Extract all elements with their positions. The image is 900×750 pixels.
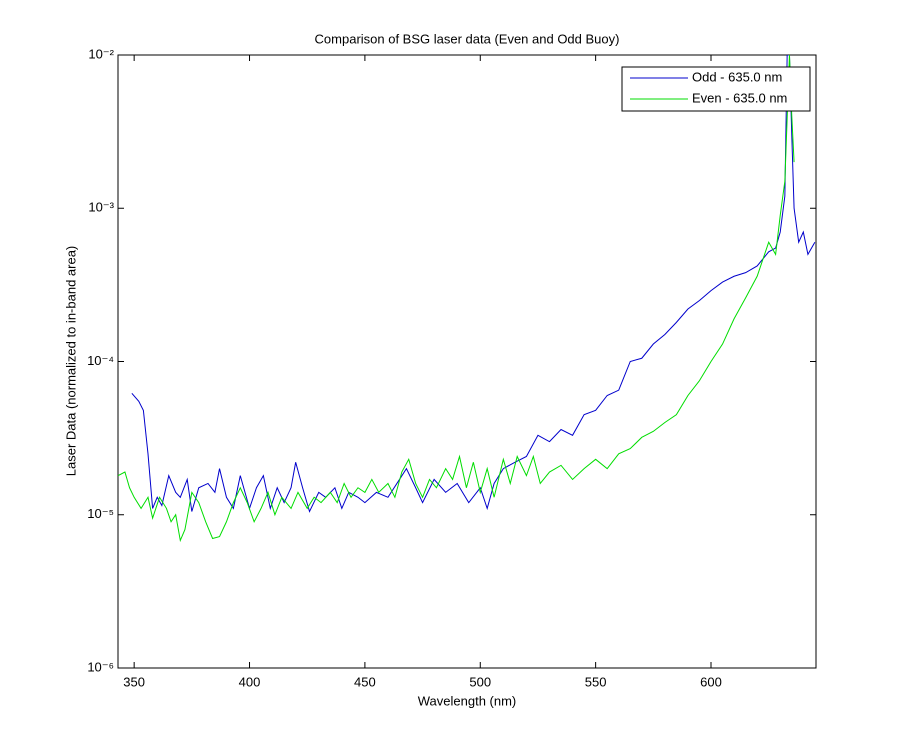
y-tick-label: 10⁻⁶ [87,659,114,674]
x-tick-label: 550 [585,674,607,689]
series-line [118,55,795,543]
lines [118,55,816,543]
legend-label: Even - 635.0 nm [692,90,787,105]
legend-label: Odd - 635.0 nm [692,69,782,84]
legend-box [621,66,811,112]
x-tick-label: 400 [239,674,261,689]
y-tick-label: 10⁻⁴ [87,353,114,368]
y-tick-label: 10⁻² [88,46,114,61]
x-tick-label: 350 [123,674,145,689]
series-line [131,55,816,513]
chart-title: Comparison of BSG laser data (Even and O… [315,31,620,46]
y-tick-label: 10⁻³ [88,200,114,215]
plot-frame [117,54,817,669]
y-axis-label: Laser Data (normalized to in-band area) [63,246,78,477]
y-tick-label: 10⁻⁵ [87,506,114,521]
x-axis-label: Wavelength (nm) [418,693,517,708]
x-tick-label: 500 [469,674,491,689]
x-tick-label: 600 [700,674,722,689]
x-tick-label: 450 [354,674,376,689]
